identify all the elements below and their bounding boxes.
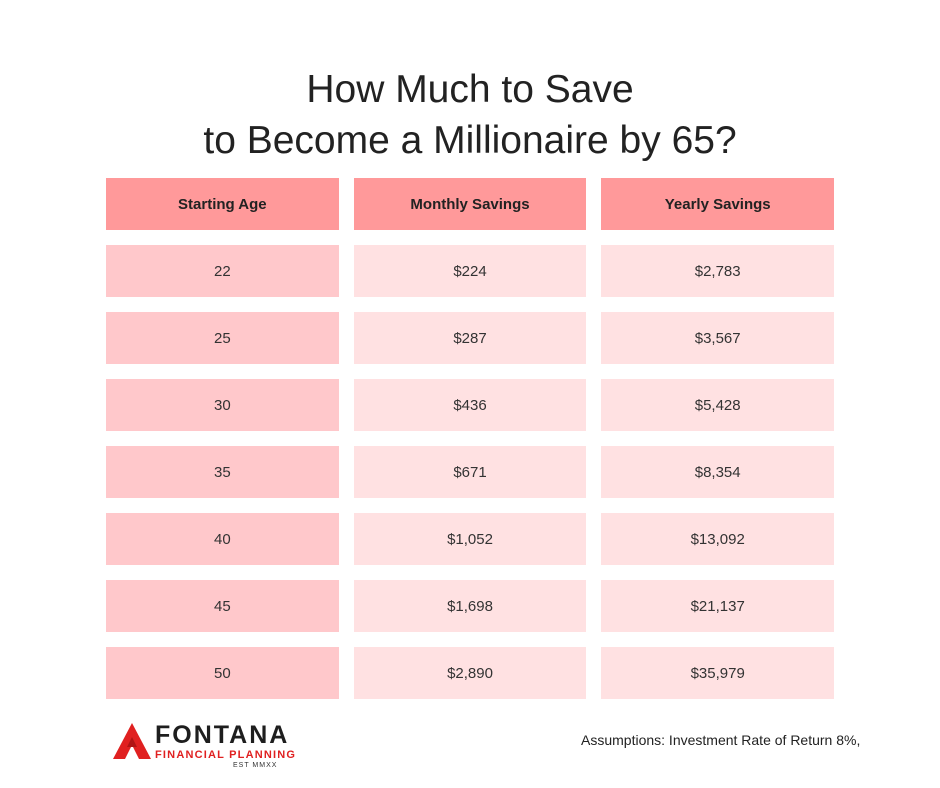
table-row: 22 $224 $2,783 bbox=[106, 245, 835, 297]
table-row: 35 $671 $8,354 bbox=[106, 446, 835, 498]
brand-name: FONTANA bbox=[155, 721, 290, 749]
header-monthly-savings: Monthly Savings bbox=[353, 178, 587, 230]
monthly-cell: $436 bbox=[353, 379, 587, 431]
header-starting-age: Starting Age bbox=[106, 178, 339, 230]
brand-est: EST MMXX bbox=[233, 762, 278, 769]
age-cell: 25 bbox=[106, 312, 339, 364]
age-cell: 22 bbox=[106, 245, 339, 297]
brand-subtitle: FINANCIAL PLANNING bbox=[155, 749, 297, 761]
yearly-cell: $2,783 bbox=[601, 245, 835, 297]
yearly-cell: $13,092 bbox=[601, 513, 835, 565]
table-row: 50 $2,890 $35,979 bbox=[106, 647, 835, 699]
age-cell: 50 bbox=[106, 647, 339, 699]
monthly-cell: $1,052 bbox=[353, 513, 587, 565]
header-yearly-savings: Yearly Savings bbox=[601, 178, 835, 230]
yearly-cell: $35,979 bbox=[601, 647, 835, 699]
assumptions-note: Assumptions: Investment Rate of Return 8… bbox=[581, 732, 861, 748]
title-line-2: to Become a Millionaire by 65? bbox=[203, 119, 737, 163]
title-line-1: How Much to Save bbox=[306, 68, 634, 112]
monthly-cell: $671 bbox=[353, 446, 587, 498]
table-row: 45 $1,698 $21,137 bbox=[106, 580, 835, 632]
monthly-cell: $224 bbox=[353, 245, 587, 297]
red-triangle-logo-icon bbox=[113, 723, 151, 759]
savings-table: Starting Age Monthly Savings Yearly Savi… bbox=[106, 178, 835, 714]
yearly-cell: $5,428 bbox=[601, 379, 835, 431]
age-cell: 45 bbox=[106, 580, 339, 632]
page-title: How Much to Save to Become a Millionaire… bbox=[0, 64, 940, 166]
age-cell: 40 bbox=[106, 513, 339, 565]
yearly-cell: $21,137 bbox=[601, 580, 835, 632]
yearly-cell: $3,567 bbox=[601, 312, 835, 364]
table-row: 40 $1,052 $13,092 bbox=[106, 513, 835, 565]
yearly-cell: $8,354 bbox=[601, 446, 835, 498]
table-header-row: Starting Age Monthly Savings Yearly Savi… bbox=[106, 178, 835, 230]
monthly-cell: $287 bbox=[353, 312, 587, 364]
monthly-cell: $2,890 bbox=[353, 647, 587, 699]
brand-logo: FONTANA FINANCIAL PLANNING EST MMXX bbox=[113, 721, 313, 771]
table-row: 30 $436 $5,428 bbox=[106, 379, 835, 431]
monthly-cell: $1,698 bbox=[353, 580, 587, 632]
age-cell: 35 bbox=[106, 446, 339, 498]
table-row: 25 $287 $3,567 bbox=[106, 312, 835, 364]
age-cell: 30 bbox=[106, 379, 339, 431]
